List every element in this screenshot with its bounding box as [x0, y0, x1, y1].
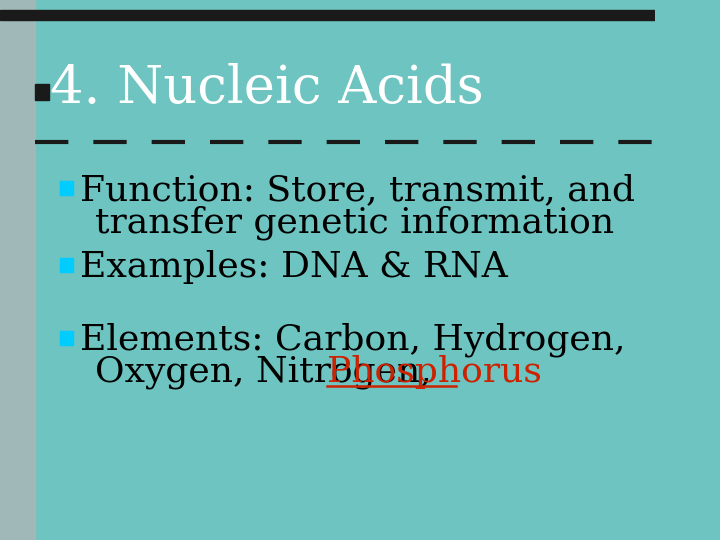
Text: 4. Nucleic Acids: 4. Nucleic Acids: [50, 63, 484, 113]
Bar: [60, 181, 73, 195]
Bar: [0, 0, 35, 540]
Bar: [60, 258, 73, 272]
Text: Elements: Carbon, Hydrogen,: Elements: Carbon, Hydrogen,: [80, 323, 626, 357]
Text: Function: Store, transmit, and: Function: Store, transmit, and: [80, 173, 635, 207]
Bar: [35, 84, 49, 100]
Text: Oxygen, Nitrogen,: Oxygen, Nitrogen,: [94, 355, 443, 389]
Bar: [60, 331, 73, 345]
Text: Phosphorus: Phosphorus: [327, 355, 542, 389]
Bar: [0, 10, 654, 20]
Text: transfer genetic information: transfer genetic information: [94, 206, 613, 240]
Text: Examples: DNA & RNA: Examples: DNA & RNA: [80, 250, 508, 284]
